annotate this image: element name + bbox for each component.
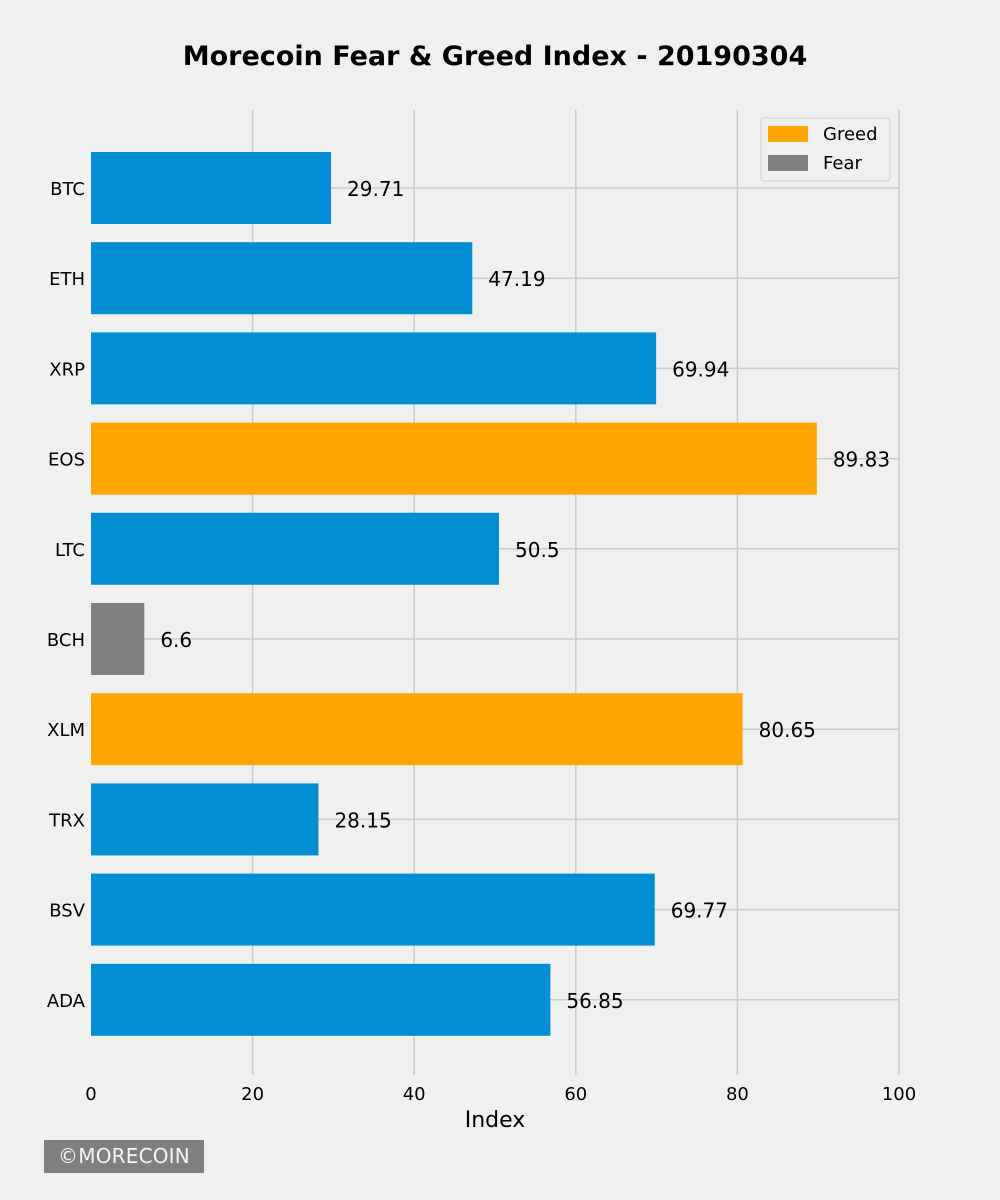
value-label-eos: 89.83 (833, 448, 890, 472)
value-label-bch: 6.6 (160, 628, 192, 652)
x-axis-ticks: 0 20 40 60 80 100 (85, 1084, 916, 1105)
value-label-ada: 56.85 (566, 989, 623, 1013)
y-tick-label-trx: TRX (48, 810, 85, 831)
legend-swatch-fear (768, 155, 808, 171)
bar-eth (91, 242, 473, 315)
bar-trx (91, 783, 319, 856)
x-axis-label: Index (465, 1108, 526, 1133)
value-labels: 29.71 47.19 69.94 89.83 50.5 6.6 80.65 28.15 69.… (160, 177, 890, 1013)
chart-title: Morecoin Fear & Greed Index - 20190304 (183, 41, 807, 72)
bar-ltc (91, 512, 500, 585)
y-axis-ticks: BTC ETH XRP EOS LTC BCH XLM TRX BSV ADA (47, 179, 86, 1012)
x-tick-label: 60 (564, 1084, 587, 1105)
bar-xlm (91, 693, 743, 766)
legend-label-greed: Greed (823, 124, 878, 145)
bar-xrp (91, 332, 657, 405)
legend-label-fear: Fear (823, 153, 862, 174)
y-tick-label-bch: BCH (47, 630, 85, 651)
legend-swatch-greed (768, 126, 808, 142)
y-tick-label-eos: EOS (48, 450, 85, 471)
morecoin-watermark: ©MORECOIN (44, 1140, 204, 1173)
legend: Greed Fear (760, 117, 891, 182)
y-tick-label-ada: ADA (47, 991, 86, 1012)
x-tick-label: 0 (85, 1084, 96, 1105)
bar-ada (91, 963, 551, 1036)
bars (91, 152, 817, 1036)
x-tick-label: 100 (882, 1084, 916, 1105)
value-label-xlm: 80.65 (759, 718, 816, 742)
value-label-btc: 29.71 (347, 177, 404, 201)
value-label-eth: 47.19 (488, 267, 545, 291)
bar-btc (91, 152, 332, 224)
bar-eos (91, 422, 817, 495)
y-tick-label-eth: ETH (49, 269, 85, 290)
y-tick-label-ltc: LTC (55, 540, 85, 561)
x-tick-label: 40 (403, 1084, 426, 1105)
bar-bch (91, 603, 145, 675)
x-tick-label: 20 (241, 1084, 264, 1105)
bar-bsv (91, 873, 655, 946)
y-tick-label-xrp: XRP (49, 359, 85, 380)
value-label-bsv: 69.77 (671, 899, 728, 923)
value-label-xrp: 69.94 (672, 357, 729, 381)
y-tick-label-bsv: BSV (49, 901, 85, 922)
value-label-trx: 28.15 (334, 808, 391, 832)
y-tick-label-btc: BTC (50, 179, 85, 200)
y-tick-label-xlm: XLM (47, 720, 85, 741)
value-label-ltc: 50.5 (515, 538, 560, 562)
x-tick-label: 80 (726, 1084, 749, 1105)
